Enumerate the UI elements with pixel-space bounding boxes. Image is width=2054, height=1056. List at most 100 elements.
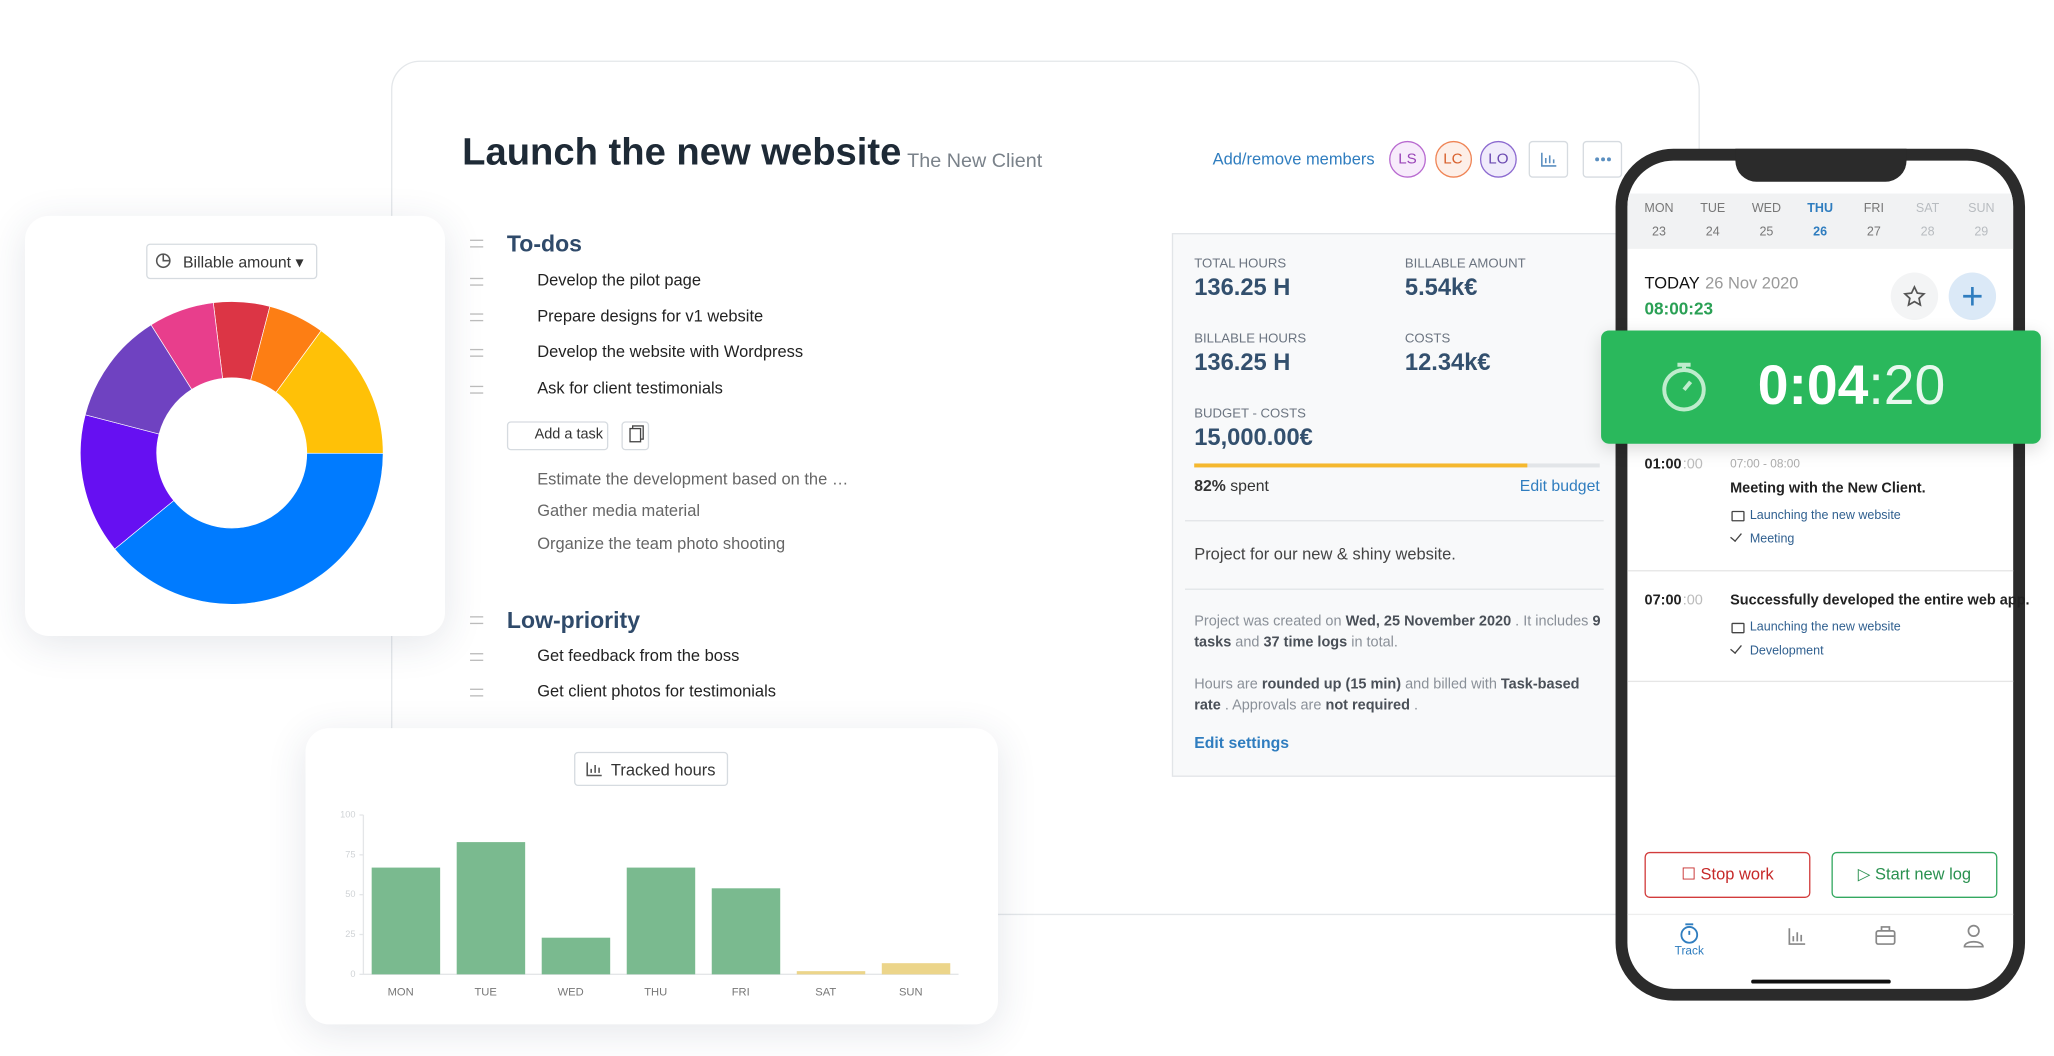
today-date: 26 Nov 2020 [1705,273,1799,293]
edit-budget[interactable]: Edit budget [1519,476,1600,496]
day-date[interactable]: 23 [1652,225,1666,240]
member-avatar[interactable]: LO [1479,140,1517,178]
chart-button[interactable] [1528,140,1569,178]
bar [456,842,526,975]
donut-slice [150,302,223,390]
bar [541,937,611,975]
info-bold: Wed, 25 November 2020 [1345,613,1512,630]
stat-label: BILLABLE HOURS [1194,331,1307,347]
profile-tab-icon[interactable] [1963,924,1984,948]
log-tag: Meeting [1749,531,1795,547]
log-seconds: :00 [1682,592,1703,609]
y-tick-label: 100 [340,809,355,819]
stop-button[interactable]: ☐ Stop work [1644,851,1811,898]
member-avatar[interactable]: LC [1434,140,1472,178]
budget-spent: 82% spent [1194,477,1269,495]
x-tick-label: FRI [732,987,750,999]
more-button[interactable] [1582,140,1623,178]
budget-bar [1194,463,1527,468]
start-text: Start new log [1875,865,1972,884]
add-task-label[interactable]: Add a task [534,426,604,443]
calendar-strip [1627,193,2014,249]
drag-handle[interactable] [470,239,484,248]
day-name[interactable]: TUE [1700,201,1726,216]
day-name[interactable]: SUN [1968,201,1995,216]
stat-value: 136.25 H [1194,348,1291,376]
tab-bar [1680,923,1984,948]
info-bold: not required [1325,697,1410,714]
info-text: Project was created on [1194,613,1346,630]
task[interactable]: Get feedback from the boss [537,646,740,665]
start-button[interactable]: ▷ Start new log [1831,851,1998,898]
info-text: . Approvals are [1220,697,1326,714]
add-task-button[interactable] [506,421,609,451]
member-avatar[interactable]: LS [1389,140,1426,178]
done-task[interactable]: Organize the team photo shooting [537,534,786,554]
bar-title: Tracked hours [610,761,716,780]
task[interactable]: Get client photos for testimonials [537,682,776,701]
track-tab-icon[interactable] [1680,923,1699,944]
day-name[interactable]: WED [1751,201,1782,216]
task[interactable]: Develop the pilot page [537,271,702,290]
day-name[interactable]: THU [1807,201,1834,216]
day-date[interactable]: 26 [1813,225,1828,240]
day-total: 08:00:23 [1644,298,1714,319]
day-name[interactable]: FRI [1863,201,1884,216]
copy-icon [629,427,642,443]
done-task[interactable]: Estimate the development based on the … [537,470,849,489]
stat-label: BUDGET - COSTS [1194,406,1306,422]
drag-handle[interactable] [470,385,484,394]
donut-dropdown[interactable]: Billable amount ▾ [146,243,318,280]
day-date[interactable]: 29 [1974,225,1989,240]
drag-handle[interactable] [470,313,484,322]
plus-icon [1963,287,1982,306]
log-range: 07:00 - 08:00 [1730,456,1800,471]
drag-handle[interactable] [470,277,484,286]
log-project: Launching the new website [1749,508,1901,523]
drag-handle[interactable] [470,348,484,357]
task[interactable]: Develop the website with Wordpress [537,342,804,361]
copy-button[interactable] [621,421,650,451]
hours-info: Hours are rounded up (15 min) and billed… [1194,674,1602,716]
log-title[interactable]: Successfully developed the entire web ap… [1730,592,2030,609]
x-tick-label: MON [388,987,414,999]
task[interactable]: Prepare designs for v1 website [537,306,764,326]
bar-icon [586,762,602,777]
reports-tab-icon[interactable] [1788,928,1806,945]
day-date[interactable]: 24 [1705,225,1720,240]
drag-handle[interactable] [470,616,484,625]
y-tick-label: 0 [350,969,355,979]
log-time: 07:00 [1644,592,1682,609]
x-tick-label: THU [644,987,667,999]
drag-handle[interactable] [470,688,484,697]
day-date[interactable]: 28 [1920,225,1935,240]
drag-handle[interactable] [470,653,484,661]
stat-label: TOTAL HOURS [1194,256,1287,272]
edit-settings[interactable]: Edit settings [1194,733,1290,752]
home-indicator [1751,979,1891,984]
info-text: . It includes [1511,613,1593,630]
donut-slice [114,452,384,605]
log-title[interactable]: Meeting with the New Client. [1730,480,1926,497]
today-label: TODAY [1644,273,1700,293]
day-date[interactable]: 25 [1759,225,1774,240]
day-name[interactable]: MON [1644,201,1674,216]
favorite-button[interactable] [1890,272,1939,320]
x-tick-label: SUN [899,987,923,999]
task[interactable]: Ask for client testimonials [537,379,723,398]
day-name[interactable]: SAT [1915,201,1940,216]
track-tab-label[interactable]: Track [1674,944,1704,958]
y-tick-label: 50 [345,889,355,899]
day-date[interactable]: 27 [1866,225,1881,240]
info-text: in total. [1347,634,1398,651]
log-seconds: :00 [1682,456,1703,473]
section-title: Low-priority [506,606,641,634]
client-name: The New Client [907,150,1043,173]
add-button[interactable] [1948,272,1997,320]
projects-tab-icon[interactable] [1875,926,1896,945]
done-task[interactable]: Gather media material [537,501,701,521]
bar-chart: 0 25 50 75 100 MON TUE WED THU FRI SAT SUN [340,809,959,999]
project-icon [1731,622,1745,634]
add-members-link[interactable]: Add/remove members [1212,150,1375,169]
